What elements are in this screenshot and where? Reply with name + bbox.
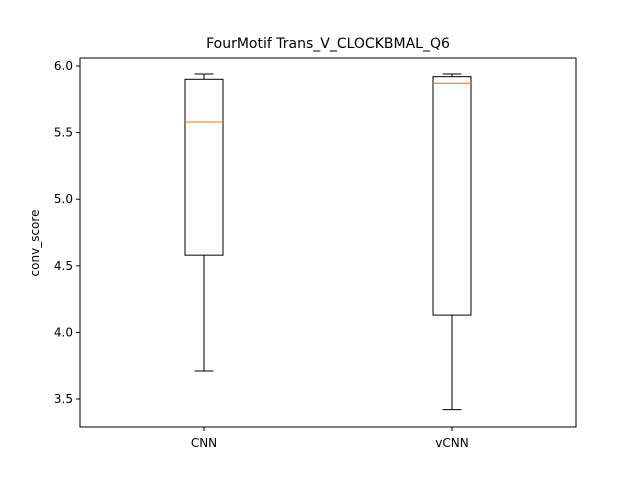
x-axis: CNN vCNN (191, 427, 469, 450)
iqr-box (184, 78, 224, 256)
plot-frame (79, 57, 577, 428)
y-tick-label: 3.5 (54, 392, 73, 406)
y-tick-label: 4.0 (54, 325, 73, 339)
y-axis-label: conv_score (28, 210, 42, 277)
y-tick-label: 6.0 (54, 59, 73, 73)
x-tick-label: CNN (191, 436, 217, 450)
y-tick-label: 5.0 (54, 192, 73, 206)
box-vcnn (432, 73, 472, 411)
box-series (184, 73, 472, 411)
box-cnn (184, 73, 224, 372)
x-tick-label: vCNN (435, 436, 468, 450)
y-tick-label: 4.5 (54, 259, 73, 273)
y-axis: 3.5 4.0 4.5 5.0 5.5 6.0 (54, 59, 80, 406)
y-tick-label: 5.5 (54, 126, 73, 140)
iqr-box (432, 76, 472, 316)
chart-title: FourMotif Trans_V_CLOCKBMAL_Q6 (206, 36, 450, 52)
